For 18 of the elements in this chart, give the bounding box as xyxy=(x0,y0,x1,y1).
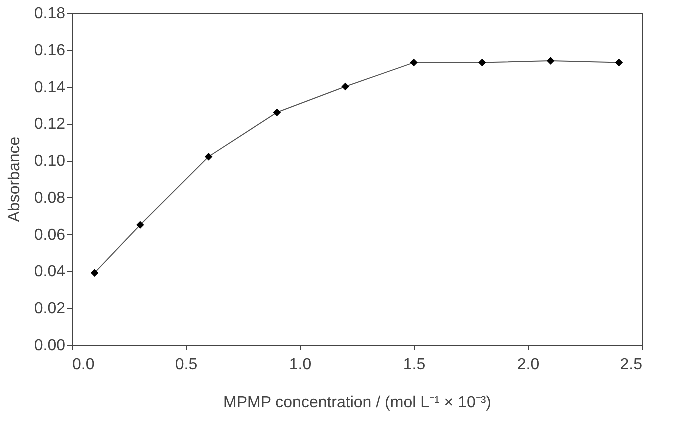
x-tick-label: 2.0 xyxy=(517,356,540,374)
x-tick-label: 0.5 xyxy=(175,356,198,374)
x-tick-label: 1.5 xyxy=(403,356,426,374)
y-tick-label: 0.12 xyxy=(34,116,66,134)
y-tick-label: 0.14 xyxy=(34,79,66,96)
y-tick-label: 0.04 xyxy=(34,264,66,281)
x-tick-label: 2.5 xyxy=(620,356,643,374)
x-tick-label: 0.0 xyxy=(72,356,95,374)
y-tick-label: 0.02 xyxy=(34,300,66,318)
y-tick-label: 0.00 xyxy=(34,338,66,354)
y-tick-label: 0.10 xyxy=(34,153,66,170)
x-tick-label: 1.0 xyxy=(289,356,312,374)
y-tick-label: 0.08 xyxy=(34,190,66,207)
y-axis-title: Absorbance xyxy=(6,136,24,222)
y-tick-label: 0.06 xyxy=(34,226,66,244)
y-tick-label: 0.18 xyxy=(34,6,66,22)
y-tick-label: 0.16 xyxy=(34,42,66,60)
x-axis-title: MPMP concentration / (mol L⁻¹ × 10⁻³) xyxy=(223,394,492,412)
